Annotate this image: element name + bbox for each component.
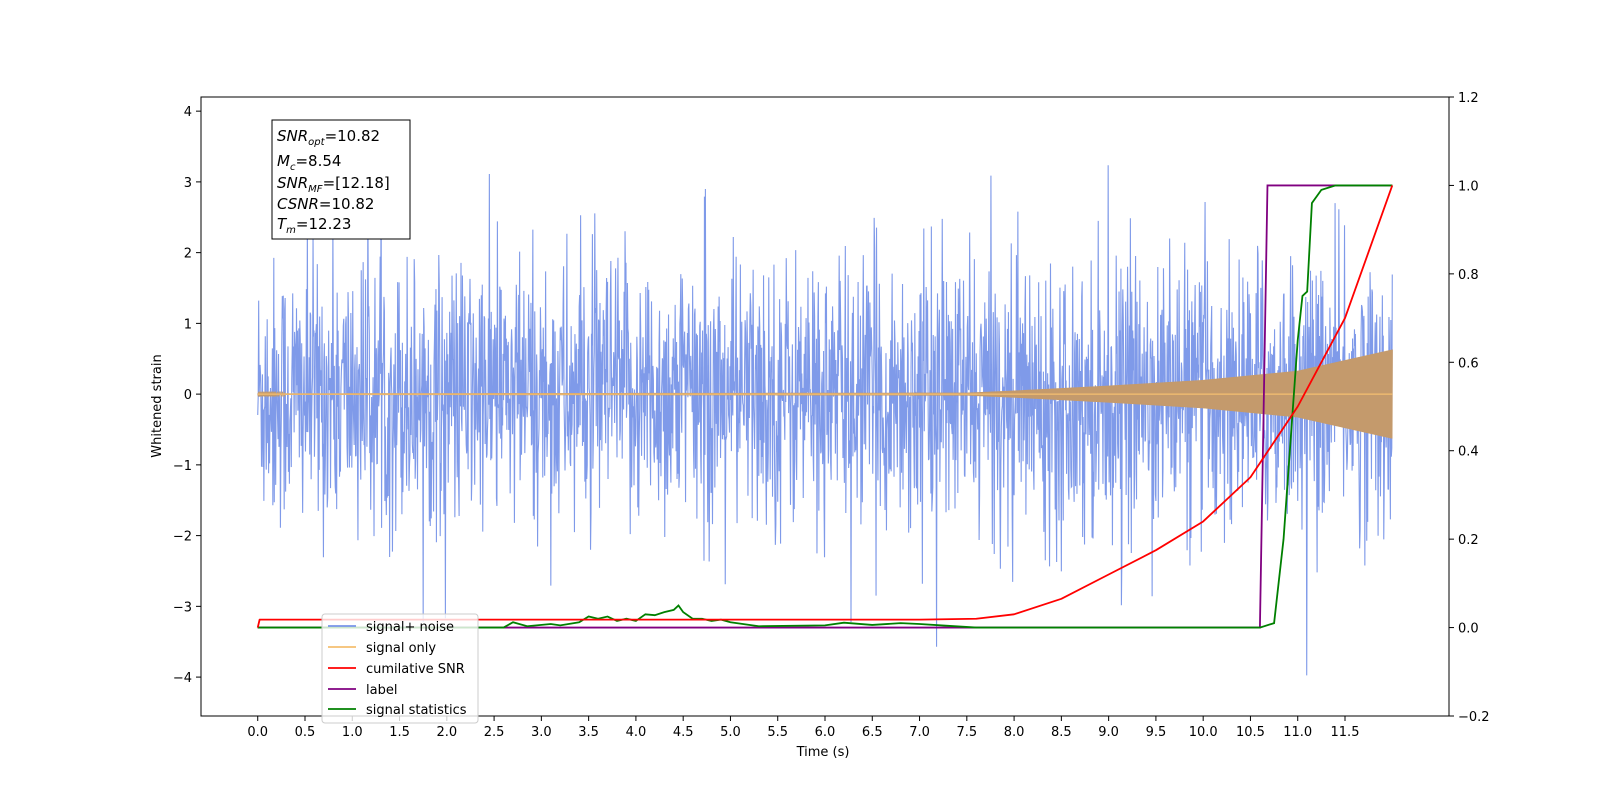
y-left-tick-label: 3	[184, 176, 192, 191]
x-tick-label: 1.0	[342, 725, 363, 740]
y-left-tick-label: 1	[184, 317, 192, 332]
tm-text: Tm=12.23	[277, 215, 351, 236]
x-tick-label: 11.0	[1283, 725, 1312, 740]
y-right-tick-label: 1.0	[1458, 179, 1479, 194]
x-tick-label: 8.0	[1004, 725, 1025, 740]
y-right-tick-label: 0.2	[1458, 533, 1479, 548]
snr-opt-text: SNRopt=10.82	[277, 127, 380, 148]
x-tick-label: 3.0	[531, 725, 552, 740]
y-right-tick-label: 1.2	[1458, 91, 1479, 106]
x-tick-label: 5.5	[767, 725, 788, 740]
y-right-tick-label: 0.0	[1458, 622, 1479, 637]
stats-annotation-box: SNRopt=10.82 Mc=8.54 SNRMF=[12.18] CSNR=…	[271, 119, 411, 240]
x-tick-label: 7.0	[909, 725, 930, 740]
x-tick-label: 2.5	[484, 725, 505, 740]
x-tick-label: 5.0	[720, 725, 741, 740]
y-left-tick-label: 0	[184, 388, 192, 403]
svg-text:signal only: signal only	[366, 641, 436, 656]
legend-item-signal-noise: signal+ noise	[328, 620, 454, 635]
x-tick-label: 11.5	[1331, 725, 1360, 740]
svg-text:signal statistics: signal statistics	[366, 703, 467, 718]
x-tick-label: 9.5	[1146, 725, 1167, 740]
plot-area	[256, 138, 1394, 676]
series-signal-noise-line	[257, 138, 1393, 676]
y-left-tick-label: −2	[173, 530, 192, 545]
x-tick-label: 3.5	[578, 725, 599, 740]
svg-text:cumilative SNR: cumilative SNR	[366, 662, 465, 677]
series-cumulative-snr-line	[256, 185, 1394, 628]
y-axis-right-ticks: 1.2 1.0 0.8 0.6 0.4 0.2 0.0 −0.2	[1449, 91, 1490, 725]
x-tick-label: 7.5	[956, 725, 977, 740]
series-label-line	[257, 184, 1393, 629]
y-right-tick-label: 0.4	[1458, 445, 1479, 460]
series-signal-only-line	[257, 349, 1393, 439]
x-tick-label: 6.5	[862, 725, 883, 740]
y-left-tick-label: −1	[173, 459, 192, 474]
legend-item-label: label	[328, 683, 397, 698]
legend-item-cumulative-snr: cumilative SNR	[328, 662, 465, 677]
csnr-text: CSNR=10.82	[277, 195, 374, 213]
y-right-tick-label: −0.2	[1458, 710, 1490, 725]
x-tick-label: 10.5	[1236, 725, 1265, 740]
y-left-tick-label: 2	[184, 247, 192, 262]
x-axis-ticks: 0.0 0.5 1.0 1.5 2.0 2.5 3.0 3.5 4.0 4.5 5.0 5.5 6.0 6…	[247, 716, 1359, 740]
x-tick-label: 4.5	[673, 725, 694, 740]
x-tick-label: 1.5	[389, 725, 410, 740]
snr-mf-text: SNRMF=[12.18]	[277, 174, 390, 195]
legend-item-signal-statistics: signal statistics	[328, 703, 467, 718]
y-right-tick-label: 0.6	[1458, 356, 1479, 371]
x-tick-label: 9.0	[1098, 725, 1119, 740]
svg-text:signal+ noise: signal+ noise	[366, 620, 454, 635]
x-tick-label: 8.5	[1051, 725, 1072, 740]
x-tick-label: 6.0	[815, 725, 836, 740]
x-tick-label: 0.5	[295, 725, 316, 740]
legend: signal+ noise signal only cumilative SNR…	[321, 613, 479, 724]
x-tick-label: 0.0	[247, 725, 268, 740]
y-left-tick-label: −4	[173, 671, 192, 686]
y-axis-label: Whitened strain	[150, 354, 165, 457]
mc-text: Mc=8.54	[277, 152, 341, 173]
y-axis-left-ticks: 4 3 2 1 0 −1 −2 −3 −4	[173, 105, 201, 686]
y-left-tick-label: 4	[184, 105, 192, 120]
x-tick-label: 2.0	[436, 725, 457, 740]
y-left-tick-label: −3	[173, 600, 192, 615]
y-right-tick-label: 0.8	[1458, 268, 1479, 283]
x-axis-label: Time (s)	[796, 745, 850, 760]
x-tick-label: 10.0	[1189, 725, 1218, 740]
svg-text:label: label	[366, 683, 397, 698]
legend-item-signal-only: signal only	[328, 641, 436, 656]
x-tick-label: 4.0	[626, 725, 647, 740]
